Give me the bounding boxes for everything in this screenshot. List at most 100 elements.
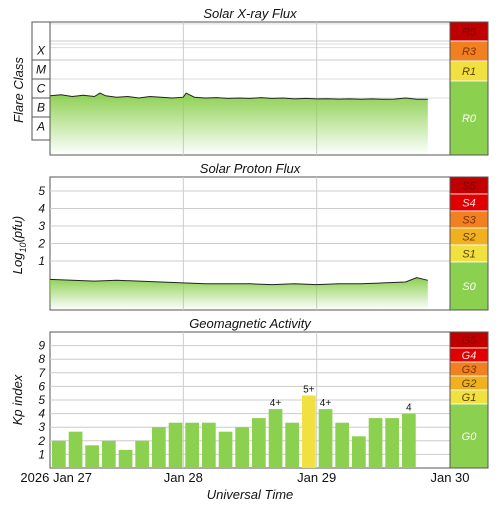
geomag-title: Geomagnetic Activity bbox=[189, 316, 312, 331]
proton-tick-label: 3 bbox=[38, 219, 45, 233]
kp-tick-label: 7 bbox=[38, 366, 46, 380]
radio-scale-level-label: R5 bbox=[462, 27, 477, 39]
kp-bar bbox=[152, 427, 166, 468]
geomag-scale-level-label: G3 bbox=[462, 364, 478, 376]
kp-tick-label: 6 bbox=[38, 379, 45, 393]
kp-bar bbox=[218, 431, 233, 468]
kp-bar bbox=[135, 440, 149, 468]
kp-bar-label: 4+ bbox=[270, 398, 282, 409]
kp-bar bbox=[185, 422, 199, 468]
flare-class-box bbox=[31, 21, 51, 141]
geomag-scale-level-label: G0 bbox=[462, 431, 478, 443]
x-tick-label: 2026 Jan 27 bbox=[20, 470, 92, 485]
flare-class-label: C bbox=[37, 82, 46, 96]
kp-bar-label: 5+ bbox=[303, 385, 315, 396]
geomag-scale-frame bbox=[449, 331, 489, 469]
kp-bar bbox=[235, 427, 249, 468]
kp-tick-label: 3 bbox=[38, 420, 45, 434]
radiation-scale-level-label: S2 bbox=[462, 232, 475, 244]
radiation-scale-level-label: S5 bbox=[462, 181, 476, 193]
radio-blackout-scale: R5 R3 R1 R0 bbox=[449, 21, 489, 156]
proton-flux-area bbox=[49, 277, 428, 310]
radiation-scale-frame bbox=[449, 176, 489, 311]
kp-bar bbox=[402, 413, 416, 468]
flare-class-label: M bbox=[36, 63, 46, 77]
kp-bar-label: 4+ bbox=[320, 398, 332, 409]
kp-tick-label: 5 bbox=[38, 393, 45, 407]
kp-bar bbox=[85, 445, 99, 468]
proton-grid bbox=[50, 177, 450, 310]
kp-bar bbox=[168, 422, 183, 468]
kp-bar bbox=[202, 422, 216, 468]
radiation-storm-scale: S5 S4 S3 S2 S1 S0 bbox=[449, 176, 489, 311]
kp-bars: 4+ 5+ 4+ 4 bbox=[52, 385, 416, 468]
kp-bar bbox=[268, 409, 283, 468]
kp-bar bbox=[102, 440, 116, 468]
kp-bar bbox=[252, 418, 266, 468]
x-axis-tick-labels: 2026 Jan 27 Jan 28 Jan 29 Jan 30 bbox=[20, 470, 469, 485]
proton-tick-label: 1 bbox=[38, 254, 45, 268]
flare-class-label: X bbox=[36, 44, 46, 58]
proton-tick-label: 5 bbox=[38, 184, 45, 198]
xray-y-axis-label: Flare Class bbox=[11, 57, 26, 123]
proton-y-suffix: (pfu) bbox=[10, 216, 25, 243]
kp-bar bbox=[335, 422, 349, 468]
x-tick-label: Jan 28 bbox=[164, 470, 203, 485]
radio-scale-level-label: R1 bbox=[462, 66, 476, 78]
kp-bar bbox=[302, 395, 316, 468]
kp-bar bbox=[285, 422, 299, 468]
proton-fill bbox=[50, 277, 428, 310]
xray-grid bbox=[50, 22, 450, 155]
geomag-scale-level-label: G4 bbox=[462, 350, 477, 362]
kp-bar bbox=[118, 449, 133, 468]
radiation-scale-level-label: S4 bbox=[462, 198, 475, 210]
radiation-scale-level-label: S0 bbox=[462, 281, 476, 293]
kp-y-axis-label: Kp index bbox=[10, 374, 25, 425]
radio-scale-frame bbox=[449, 21, 489, 156]
flare-class-label: A bbox=[36, 120, 45, 134]
xray-flux-line bbox=[49, 92, 428, 100]
radio-scale-level-label: R0 bbox=[462, 113, 477, 125]
radiation-scale-level-label: S1 bbox=[462, 249, 475, 261]
radio-scale-level bbox=[449, 80, 489, 156]
geomag-scale-level-label: G5 bbox=[462, 335, 478, 347]
geomag-scale-level bbox=[449, 403, 489, 469]
proton-tick-label: 2 bbox=[37, 237, 45, 251]
x-axis-label: Universal Time bbox=[207, 487, 294, 502]
kp-bar bbox=[385, 418, 399, 468]
kp-tick-label: 1 bbox=[38, 447, 45, 461]
flare-class-label: B bbox=[37, 101, 45, 115]
geomag-scale-level-label: G1 bbox=[462, 392, 477, 404]
xray-fill bbox=[50, 93, 428, 155]
kp-bar-label: 4 bbox=[406, 403, 412, 414]
kp-bar bbox=[318, 409, 333, 468]
kp-bar bbox=[368, 418, 383, 468]
x-tick-label: Jan 29 bbox=[297, 470, 336, 485]
xray-flux-area bbox=[49, 92, 428, 155]
proton-y-sub: 10 bbox=[18, 243, 28, 253]
proton-title: Solar Proton Flux bbox=[200, 161, 301, 176]
kp-grid bbox=[50, 332, 450, 468]
proton-y-axis-label: Log10(pfu) bbox=[10, 216, 28, 274]
geomag-scale-level-label: G2 bbox=[462, 378, 477, 390]
kp-bar bbox=[52, 440, 66, 468]
proton-tick-label: 4 bbox=[38, 202, 45, 216]
kp-bar bbox=[352, 436, 366, 468]
xray-title: Solar X-ray Flux bbox=[203, 6, 297, 21]
radio-scale-level-label: R3 bbox=[462, 46, 477, 58]
x-tick-label: Jan 30 bbox=[430, 470, 469, 485]
kp-tick-label: 4 bbox=[38, 407, 45, 421]
geomagnetic-storm-scale: G5 G4 G3 G2 G1 G0 bbox=[449, 331, 489, 469]
proton-flux-line bbox=[49, 277, 428, 286]
kp-bar bbox=[68, 431, 83, 468]
radiation-scale-level-label: S3 bbox=[462, 215, 476, 227]
kp-tick-label: 9 bbox=[38, 339, 45, 353]
proton-y-prefix: Log bbox=[10, 252, 25, 274]
kp-tick-label: 2 bbox=[37, 434, 45, 448]
